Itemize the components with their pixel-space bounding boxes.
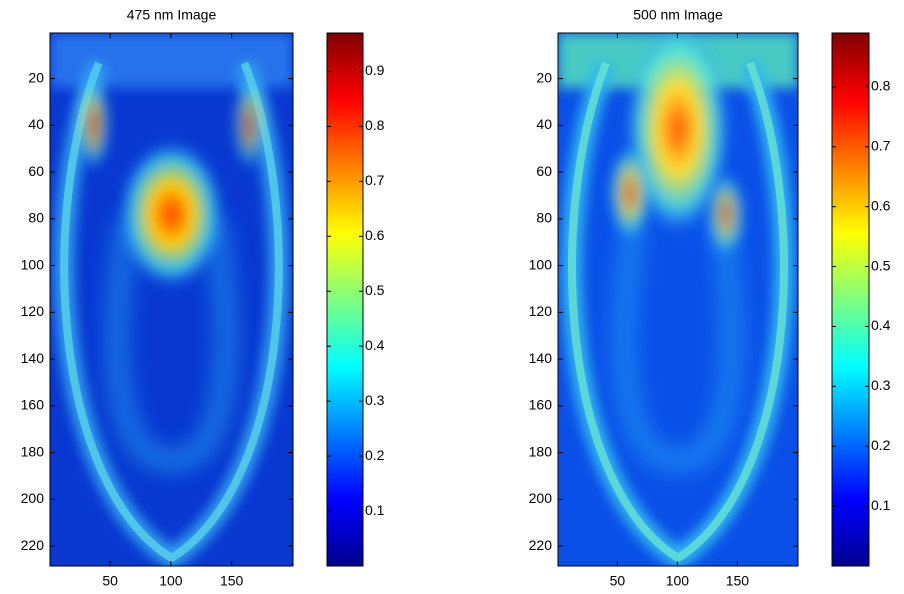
y-tick-label: 220 — [21, 537, 45, 553]
shell-core — [568, 61, 788, 563]
y-tick-label: 200 — [529, 490, 553, 506]
image-texture — [558, 33, 798, 566]
inner-plume — [617, 218, 739, 468]
y-tick-label: 220 — [529, 537, 553, 553]
plot-title: 475 nm Image — [127, 7, 217, 23]
y-tick-label: 80 — [28, 210, 44, 226]
y-tick-label: 180 — [21, 443, 45, 459]
y-tick-label: 180 — [529, 443, 553, 459]
x-tick-label: 100 — [159, 573, 183, 589]
x-tick-label: 150 — [220, 573, 244, 589]
y-tick-label: 100 — [21, 256, 45, 272]
colorbar-tick-label: 0.8 — [871, 78, 891, 94]
image-layer — [50, 33, 293, 566]
y-tick-label: 40 — [28, 116, 44, 132]
colorbar-tick-label: 0.3 — [871, 377, 891, 393]
y-tick-label: 60 — [536, 163, 552, 179]
y-tick-label: 160 — [21, 397, 45, 413]
y-tick-label: 60 — [28, 163, 44, 179]
colorbar-tick-label: 0.4 — [871, 317, 891, 333]
plot-title: 500 nm Image — [633, 7, 723, 23]
y-tick-label: 100 — [529, 256, 553, 272]
colorbar-tick-label: 0.2 — [871, 437, 891, 453]
colorbar — [326, 32, 364, 567]
hot-side — [232, 75, 267, 172]
hot-side — [706, 171, 746, 257]
inner-plume — [110, 218, 233, 468]
colorbar-tick-label: 0.6 — [365, 227, 385, 243]
hot-spot — [118, 139, 225, 289]
x-tick-label: 50 — [102, 573, 118, 589]
shell-core — [60, 61, 283, 563]
y-tick-label: 160 — [529, 397, 553, 413]
x-tick-label: 150 — [726, 573, 750, 589]
colorbar-tick-label: 0.3 — [365, 392, 385, 408]
colorbar-tick-label: 0.4 — [365, 337, 385, 353]
hot-spot — [625, 33, 731, 236]
y-tick-label: 20 — [28, 69, 44, 85]
colorbar-tick-label: 0.7 — [365, 172, 385, 188]
image-layer — [558, 33, 798, 566]
colorbar-tick-label: 0.1 — [365, 502, 385, 518]
colorbar-tick-label: 0.7 — [871, 137, 891, 153]
y-tick-label: 20 — [536, 69, 552, 85]
colorbar — [831, 32, 870, 567]
y-tick-label: 140 — [21, 350, 45, 366]
y-tick-label: 140 — [529, 350, 553, 366]
colorbar-tick-label: 0.8 — [365, 117, 385, 133]
axes-box — [49, 32, 294, 567]
hot-side — [76, 75, 111, 172]
x-tick-label: 100 — [666, 573, 690, 589]
hot-side — [608, 144, 652, 241]
y-tick-label: 80 — [536, 210, 552, 226]
colorbar-tick-label: 0.1 — [871, 497, 891, 513]
y-tick-label: 200 — [21, 490, 45, 506]
colorbar-tick-label: 0.9 — [365, 62, 385, 78]
colorbar-tick-label: 0.6 — [871, 197, 891, 213]
colorbar-tick-label: 0.5 — [871, 257, 891, 273]
axes-box — [557, 32, 799, 567]
colorbar-tick-label: 0.2 — [365, 447, 385, 463]
y-tick-label: 120 — [529, 303, 553, 319]
image-texture — [50, 33, 293, 566]
x-tick-label: 50 — [610, 573, 626, 589]
y-tick-label: 120 — [21, 303, 45, 319]
colorbar-tick-label: 0.5 — [365, 282, 385, 298]
y-tick-label: 40 — [536, 116, 552, 132]
